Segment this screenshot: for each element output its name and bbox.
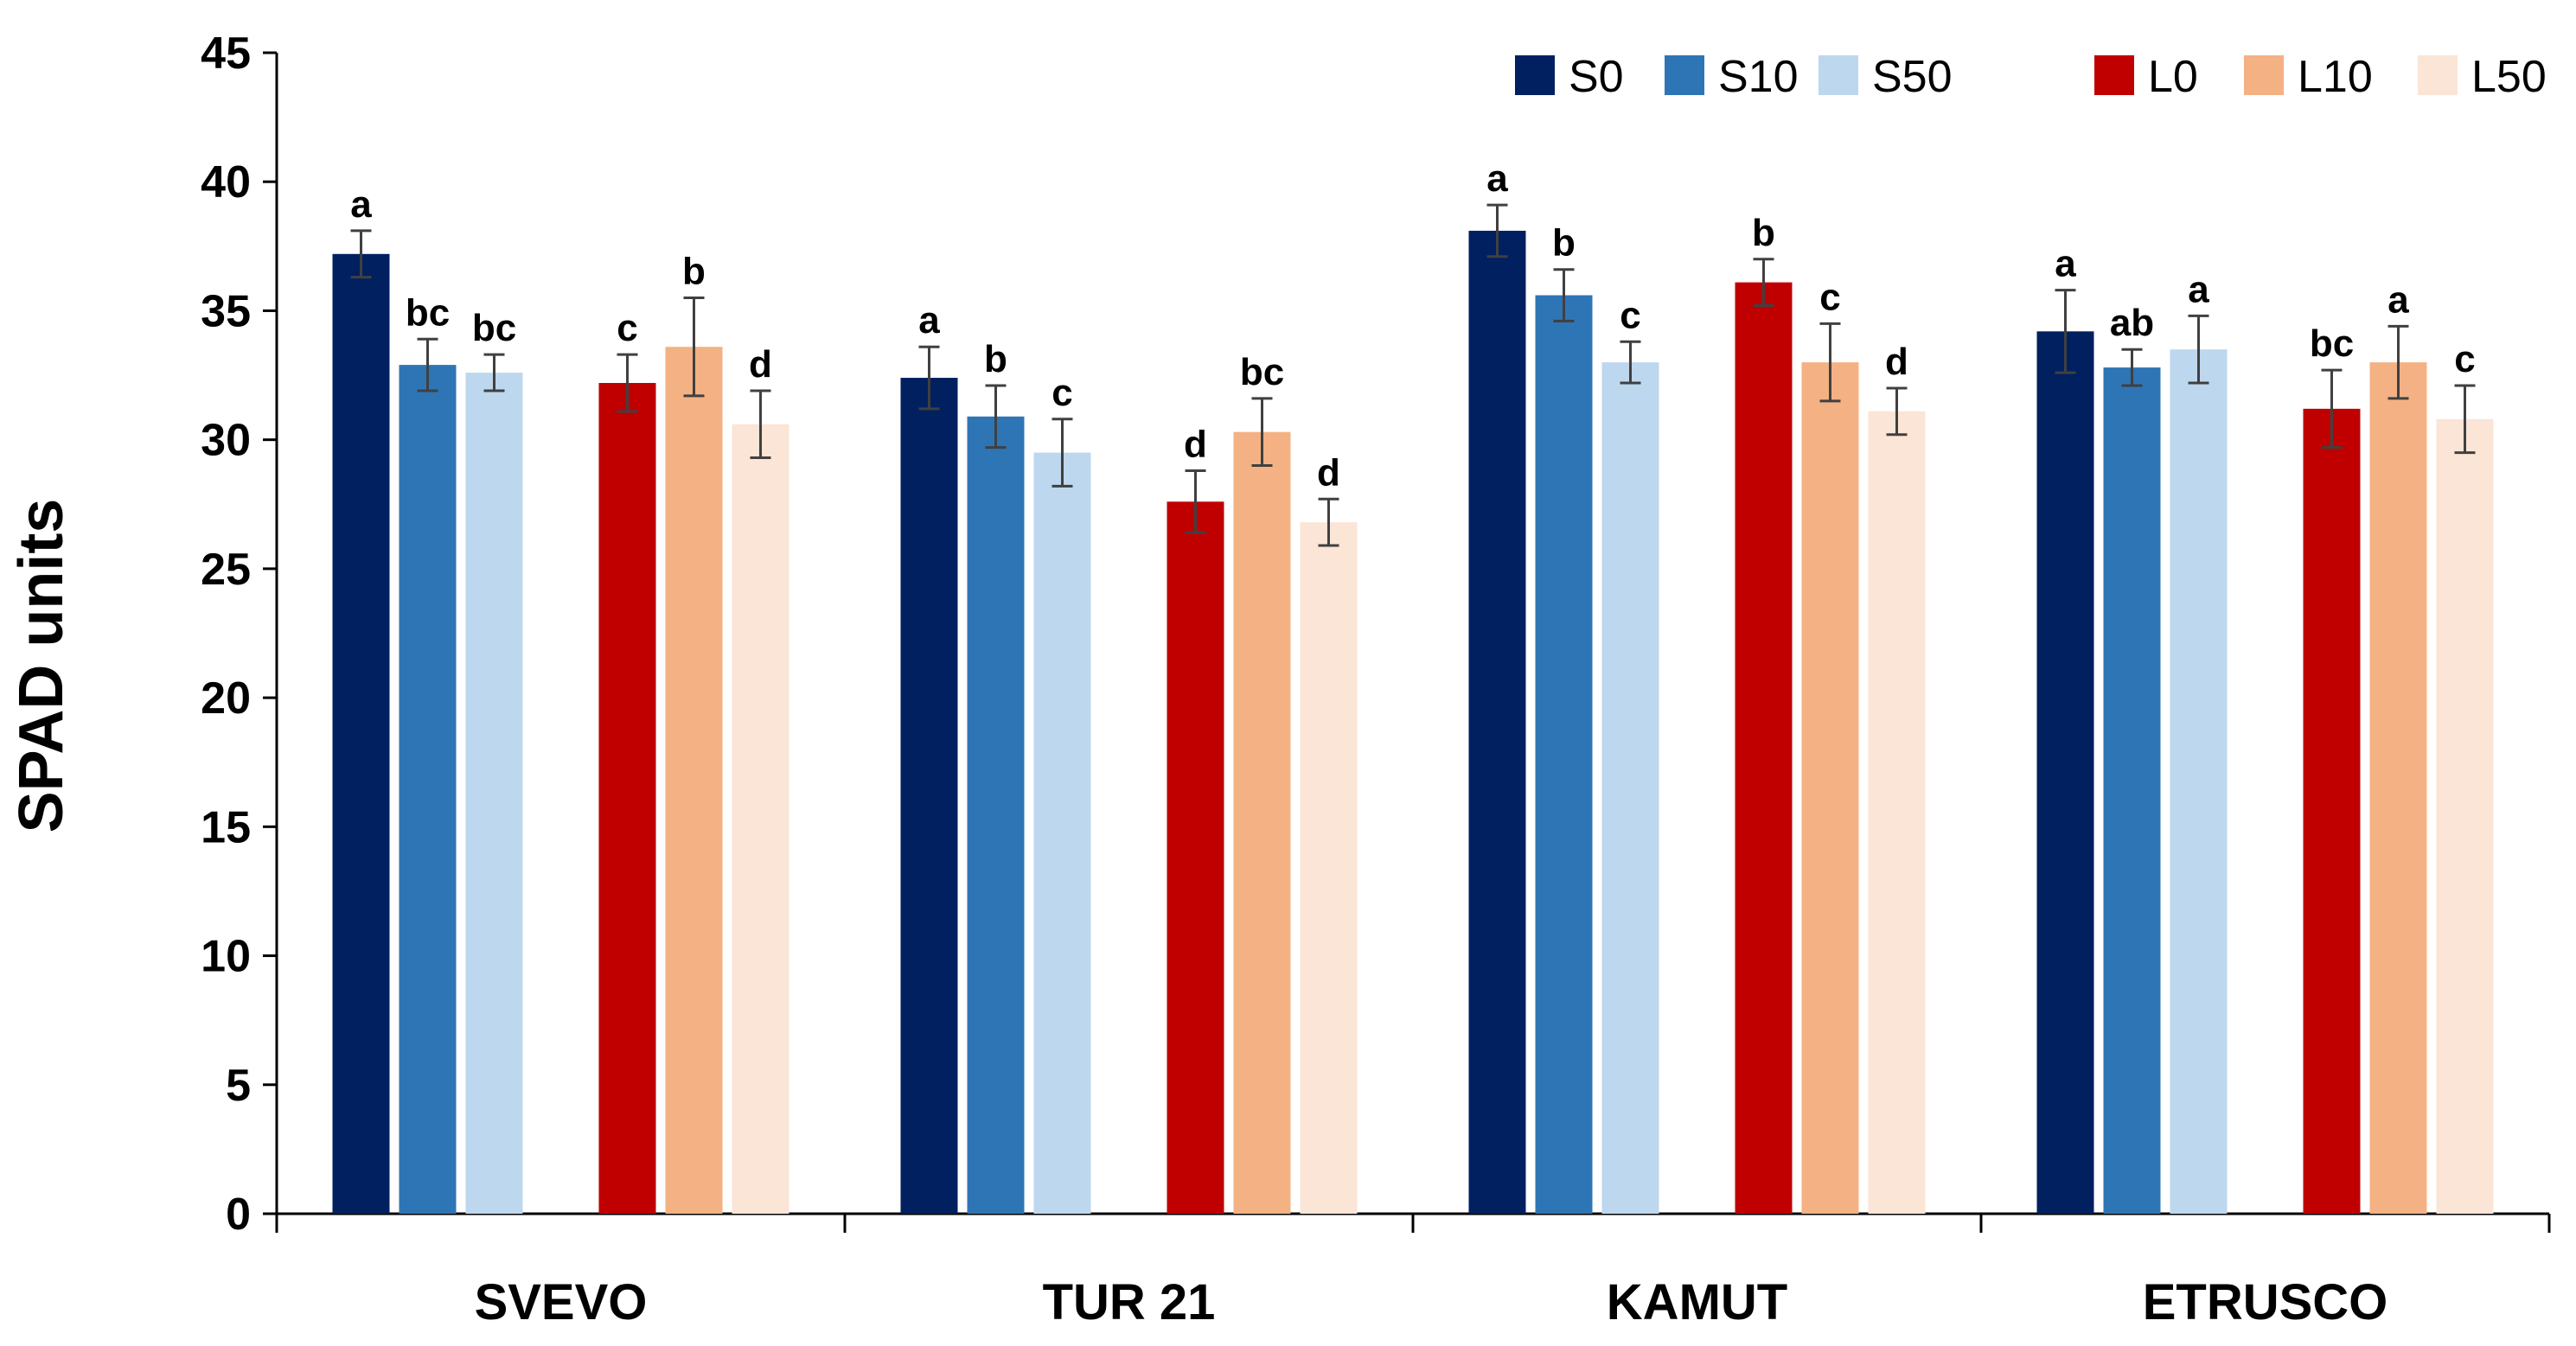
x-category-label: TUR 21 — [1043, 1274, 1216, 1330]
significance-label: c — [1819, 276, 1840, 318]
bar-S10 — [1535, 295, 1593, 1214]
legend-swatch-S10 — [1665, 55, 1704, 95]
y-tick-label: 10 — [201, 932, 251, 982]
bar-S50 — [1033, 452, 1091, 1214]
legend-swatch-L0 — [2094, 55, 2134, 95]
legend-label-S50: S50 — [1872, 52, 1953, 102]
legend-label-L0: L0 — [2148, 52, 2198, 102]
legend-swatch-L50 — [2418, 55, 2458, 95]
bar-L10 — [1801, 362, 1859, 1215]
y-tick-label: 15 — [201, 802, 251, 852]
significance-label: d — [1184, 423, 1207, 465]
bar-L0 — [2303, 408, 2361, 1214]
y-tick-label: 0 — [226, 1190, 251, 1240]
bar-L0 — [1735, 282, 1793, 1214]
y-tick-label: 35 — [201, 286, 251, 336]
legend: S0 S10 S50 L0 L10 L50 — [1515, 52, 2547, 102]
significance-label: bc — [1240, 351, 1284, 393]
bar-L50 — [1868, 411, 1926, 1214]
significance-label: a — [1486, 157, 1508, 200]
significance-label: a — [350, 183, 372, 226]
legend-swatch-S0 — [1515, 55, 1555, 95]
x-category-label: ETRUSCO — [2143, 1274, 2388, 1330]
significance-label: d — [1317, 451, 1340, 494]
legend-swatch-L10 — [2244, 55, 2284, 95]
bar-S10 — [399, 365, 457, 1214]
bar-S0 — [332, 253, 390, 1215]
bar-S50 — [2170, 349, 2228, 1214]
bar-S50 — [1601, 362, 1659, 1215]
y-tick-label: 30 — [201, 416, 251, 466]
bar-L10 — [2369, 362, 2427, 1215]
legend-swatch-S50 — [1819, 55, 1858, 95]
bar-L10 — [1233, 431, 1291, 1214]
y-axis-title: SPAD units — [7, 499, 76, 833]
bar-S0 — [1468, 230, 1526, 1215]
bar-L10 — [665, 347, 723, 1214]
axes: 0 5 10 15 20 25 30 35 40 45 SVEVO TUR 21 KAMUT ETRUSC… — [201, 29, 2551, 1330]
x-category-label: KAMUT — [1607, 1274, 1787, 1330]
bar-L50 — [2436, 418, 2494, 1214]
y-tick-label: 5 — [226, 1061, 251, 1111]
bar-S10 — [2103, 367, 2161, 1214]
legend-label-L50: L50 — [2471, 52, 2547, 102]
significance-label: ab — [2110, 302, 2154, 344]
y-tick-label: 40 — [201, 157, 251, 207]
significance-label: bc — [2310, 322, 2354, 365]
legend-label-L10: L10 — [2298, 52, 2373, 102]
significance-label: a — [2055, 243, 2076, 285]
significance-label: b — [1752, 212, 1775, 254]
significance-label: b — [984, 338, 1007, 380]
significance-label: c — [2454, 338, 2475, 380]
significance-label: c — [617, 307, 637, 349]
bar-S50 — [465, 373, 523, 1214]
y-tick-label: 45 — [201, 29, 251, 79]
significance-label: c — [1051, 372, 1072, 414]
x-category-label: SVEVO — [475, 1274, 648, 1330]
significance-label: d — [749, 343, 772, 386]
bar-L0 — [1167, 501, 1224, 1214]
significance-label: bc — [406, 291, 450, 334]
bar-L50 — [732, 424, 789, 1214]
significance-label: a — [2188, 268, 2209, 310]
significance-label: b — [1552, 222, 1576, 265]
y-tick-label: 20 — [201, 673, 251, 724]
bar-S10 — [967, 416, 1025, 1215]
significance-label: d — [1885, 341, 1908, 383]
significance-label: b — [682, 251, 706, 293]
bar-L0 — [598, 383, 656, 1214]
significance-label: bc — [472, 307, 516, 349]
significance-label: c — [1620, 294, 1640, 336]
significance-label: a — [2387, 278, 2409, 321]
legend-label-S10: S10 — [1718, 52, 1799, 102]
bar-S0 — [900, 378, 958, 1214]
significance-label: a — [918, 299, 940, 341]
legend-label-S0: S0 — [1569, 52, 1624, 102]
bar-L50 — [1300, 522, 1358, 1214]
y-tick-label: 25 — [201, 545, 251, 595]
bar-S0 — [2036, 331, 2094, 1214]
